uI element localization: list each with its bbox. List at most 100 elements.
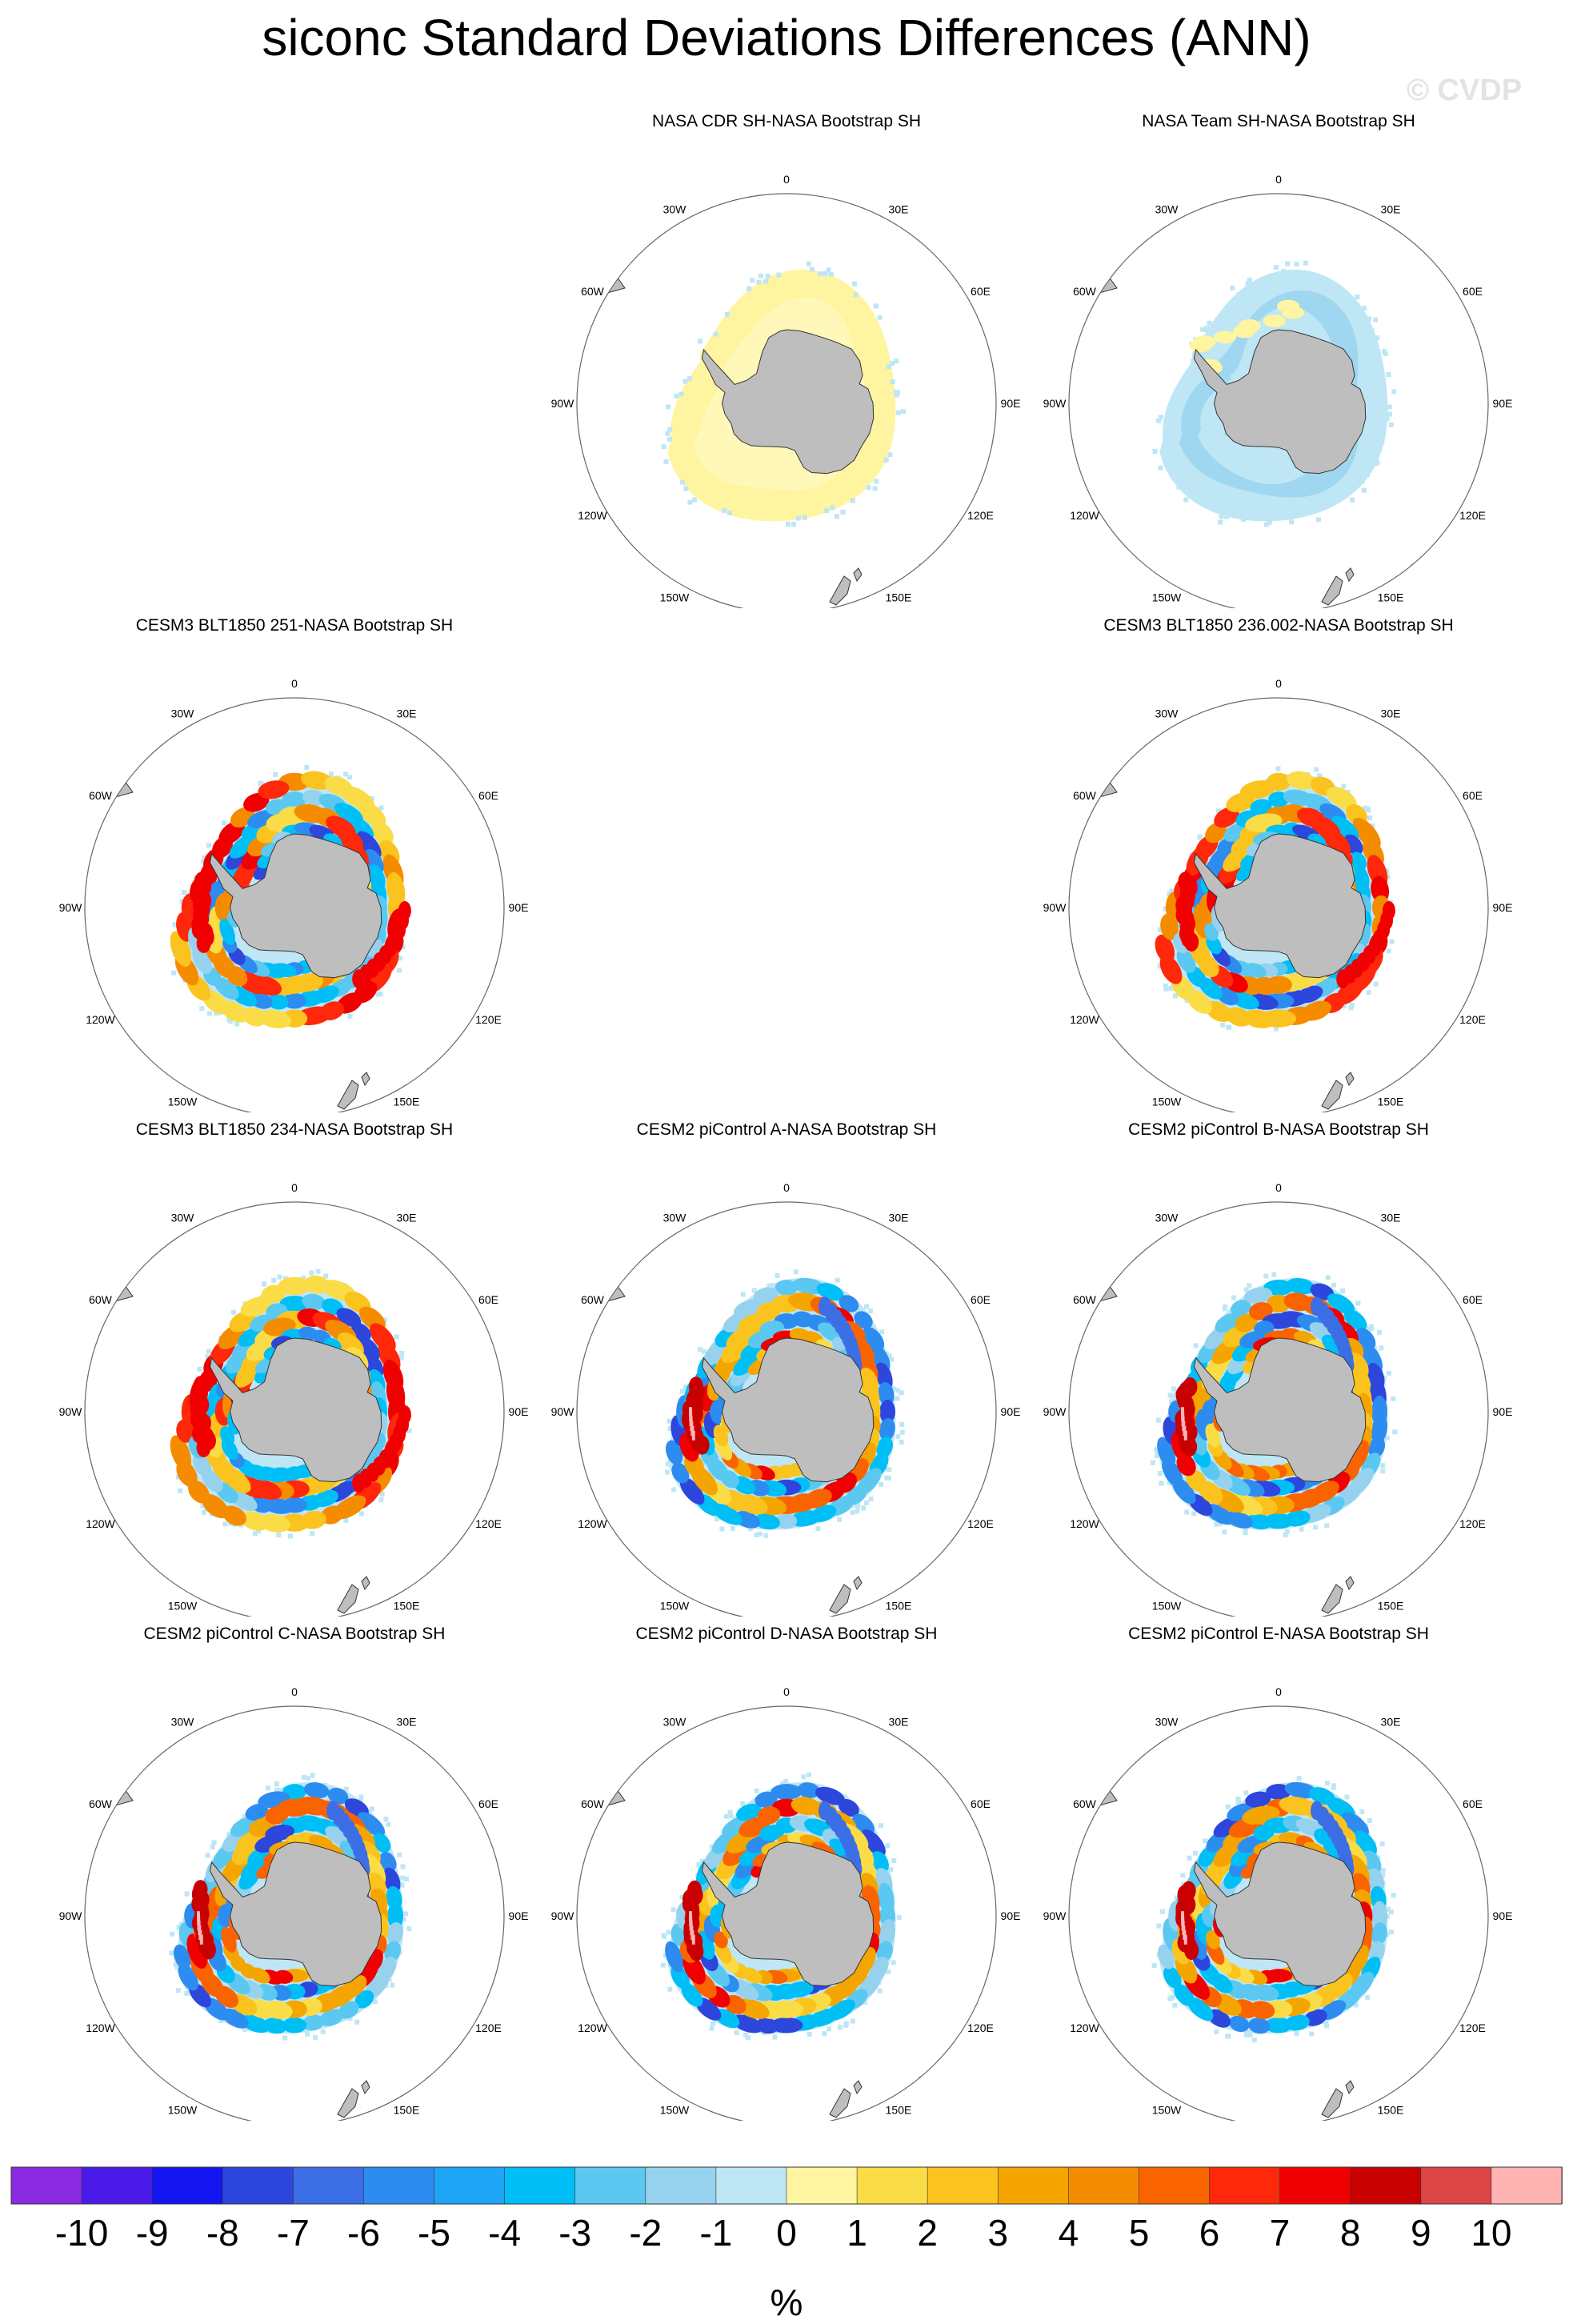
ice-edge-cell (1388, 1929, 1394, 1935)
ice-edge-cell (709, 1844, 714, 1849)
map-boundary (84, 1705, 505, 2121)
longitude-label: 90E (1001, 1405, 1021, 1418)
ice-edge-cell (1389, 939, 1395, 944)
map-boundary (1068, 1705, 1489, 2121)
longitude-label: 30W (663, 203, 687, 216)
colorbar-swatch (1491, 2166, 1563, 2205)
new-zealand-land (1345, 1576, 1355, 1591)
longitude-label: 120E (475, 2021, 502, 2034)
colorbar-swatch (1139, 2166, 1211, 2205)
new-zealand-land (361, 1072, 370, 1087)
anomaly-cell-strong (1183, 1377, 1198, 1396)
ice-edge-cell (890, 360, 895, 366)
ice-edge-cell (234, 1021, 240, 1027)
map-panel: CESM2 piControl B-NASA Bootstrap SH 0 30E 6… (1032, 1120, 1525, 1618)
ice-edge-cell (1341, 1003, 1347, 1008)
longitude-label: 120W (578, 509, 607, 522)
new-zealand-land (853, 567, 863, 583)
anomaly-cell (722, 1817, 749, 1837)
ice-edge-cell (1283, 1533, 1288, 1537)
ice-edge-cell (171, 970, 177, 976)
ice-edge-cell (1385, 874, 1391, 880)
ice-edge-cell (1384, 1435, 1390, 1440)
ice-edge-cell (750, 278, 755, 283)
longitude-label: 150E (1378, 1600, 1404, 1613)
ice-edge-cell (896, 1914, 902, 1920)
ice-edge-cell (674, 393, 679, 399)
ice-edge-cell (709, 2025, 714, 2031)
ice-edge-cell (369, 795, 374, 801)
ice-edge-cell (242, 1813, 248, 1819)
ice-edge-cell (727, 510, 733, 515)
new-zealand-land (361, 1576, 370, 1591)
ice-edge-cell (1355, 295, 1360, 299)
longitude-label: 60W (1073, 1797, 1097, 1810)
polar-map: 030E60E90E120E150E180150W120W90W60W30W (551, 1685, 1020, 2121)
anomaly-cell (1253, 1825, 1275, 1841)
panel-title: CESM2 piControl C-NASA Bootstrap SH (143, 1625, 446, 1643)
longitude-label: 30E (1381, 1212, 1401, 1224)
anomaly-cell-strong (687, 1880, 702, 1900)
ice-edge-cell (358, 1794, 364, 1800)
colorbar-swatch (1068, 2166, 1140, 2205)
longitude-label: 150E (394, 2104, 420, 2117)
ice-edge-cell (1383, 351, 1388, 357)
anomaly-cell (327, 1787, 349, 1805)
ice-edge-cell (1157, 927, 1163, 932)
ice-edge-cell (900, 409, 906, 414)
ice-edge-cell (1361, 487, 1367, 493)
ice-edge-cell (397, 1940, 402, 1945)
longitude-label: 30W (1155, 203, 1179, 216)
ice-edge-cell (868, 1497, 874, 1502)
map-boundary (576, 193, 997, 608)
ice-edge-cell (1243, 1287, 1249, 1292)
longitude-label: 90W (59, 1909, 83, 1922)
colorbar-tick-label: 3 (988, 2212, 1009, 2254)
ice-edge-cell (889, 1356, 895, 1362)
anomaly-cell (278, 1276, 311, 1296)
anomaly-cell (336, 1308, 362, 1328)
anomaly-cell (1303, 2009, 1327, 2026)
ice-edge-cell (182, 890, 187, 895)
ice-edge-cell (727, 1809, 733, 1815)
ice-edge-cell (1222, 1529, 1227, 1535)
anomaly-cell (1263, 1513, 1294, 1529)
anomaly-cell (261, 1284, 286, 1304)
map-panel: NASA CDR SH-NASA Bootstrap SH 0 30E 60E 90E 1… (540, 112, 1033, 610)
longitude-label: 90E (509, 1405, 529, 1418)
ice-edge-cell (218, 2018, 224, 2024)
anomaly-cell (816, 1283, 844, 1301)
anomaly-cell (301, 771, 333, 790)
longitude-label: 60E (971, 285, 991, 298)
longitude-label: 150W (168, 1600, 198, 1613)
ice-edge-cell (728, 1813, 734, 1819)
ice-edge-cell (855, 1501, 861, 1507)
ice-edge-cell (734, 2030, 739, 2036)
ice-edge-cell (1167, 1392, 1173, 1398)
new-zealand-land (337, 1080, 359, 1110)
ice-edge-cell (1187, 1855, 1192, 1861)
ice-edge-cell (1375, 335, 1380, 341)
ice-edge-cell (1392, 1429, 1398, 1435)
anomaly-cell (1204, 1327, 1230, 1350)
ice-edge-cell (1275, 766, 1281, 771)
ice-edge-cell (1367, 1817, 1372, 1823)
anomaly-cell (243, 792, 270, 812)
anomaly-cell (214, 977, 239, 1000)
anomaly-cell (259, 1513, 290, 1533)
colorbar-swatch (1279, 2166, 1351, 2205)
ice-edge-cell (178, 1939, 183, 1945)
longitude-label: 60W (89, 1797, 113, 1810)
ice-edge-cell (179, 899, 185, 904)
ice-edge-cell (309, 1270, 314, 1276)
ice-edge-cell (372, 1999, 378, 2005)
antarctica-land (701, 329, 875, 475)
ice-edge-cell (680, 479, 686, 485)
ice-edge-cell (1388, 422, 1394, 427)
longitude-label: 60E (1463, 285, 1483, 298)
ice-edge-cell (394, 1334, 399, 1340)
ice-edge-cell (1219, 514, 1224, 519)
ice-edge-cell (1316, 773, 1322, 779)
longitude-label: 150E (886, 2104, 912, 2117)
map-panel: CESM2 piControl A-NASA Bootstrap SH 0 30E 6… (540, 1120, 1033, 1618)
